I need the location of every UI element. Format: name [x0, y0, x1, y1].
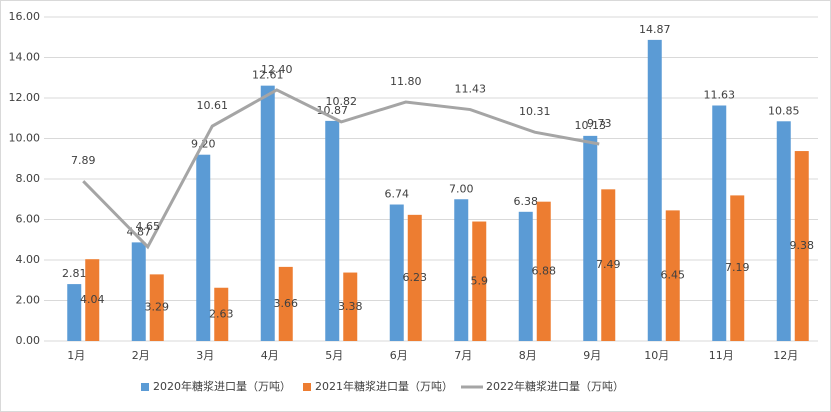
data-label: 11.43 [455, 83, 487, 96]
x-tick-label: 7月 [454, 349, 472, 362]
line [82, 88, 600, 250]
y-tick-label: 8.00 [16, 172, 41, 185]
bar [67, 284, 82, 341]
data-label: 6.45 [661, 269, 686, 282]
bar [85, 259, 100, 341]
x-tick-label: 8月 [519, 349, 537, 362]
bar [389, 204, 404, 341]
data-label: 4.87 [127, 225, 152, 238]
data-label: 4.65 [136, 220, 161, 233]
legend-label: 2022年糖浆进口量（万吨） [486, 379, 624, 393]
y-tick-label: 4.00 [16, 253, 41, 266]
bar [149, 274, 164, 341]
data-label: 12.40 [261, 63, 293, 76]
y-tick-label: 2.00 [16, 294, 41, 307]
x-tick-label: 5月 [325, 349, 343, 362]
data-label: 14.87 [639, 23, 671, 36]
y-tick-label: 6.00 [16, 213, 41, 226]
data-label: 12.61 [252, 69, 284, 82]
y-tick-label: 0.00 [16, 334, 41, 347]
x-tick-label: 12月 [773, 349, 798, 362]
data-label: 10.13 [575, 119, 607, 132]
x-tick-label: 9月 [583, 349, 601, 362]
bar [325, 120, 340, 341]
y-tick-label: 10.00 [9, 132, 41, 145]
bar [454, 199, 469, 341]
x-tick-label: 4月 [261, 349, 279, 362]
data-label: 7.89 [71, 154, 96, 167]
bar [601, 189, 616, 341]
legend-label: 2021年糖浆进口量（万吨） [315, 379, 453, 393]
x-tick-label: 6月 [390, 349, 408, 362]
data-label: 7.49 [596, 258, 621, 271]
data-label: 4.04 [80, 293, 105, 306]
data-label: 7.00 [449, 182, 474, 195]
x-tick-label: 10月 [644, 349, 669, 362]
legend-swatch [303, 383, 311, 391]
y-tick-label: 12.00 [9, 91, 41, 104]
bar [472, 221, 487, 341]
data-label: 2.81 [62, 267, 87, 280]
bar [343, 272, 358, 341]
legend-swatch [141, 383, 149, 391]
data-label: 2.63 [209, 307, 234, 320]
bar [583, 135, 598, 341]
data-label: 10.61 [197, 99, 229, 112]
y-tick-label: 16.00 [9, 10, 41, 23]
legend-label: 2020年糖浆进口量（万吨） [153, 379, 291, 393]
bar [776, 121, 791, 341]
bar [260, 85, 275, 342]
x-tick-label: 3月 [196, 349, 214, 362]
bar [730, 195, 745, 341]
bar [794, 151, 809, 341]
x-tick-label: 2月 [132, 349, 150, 362]
x-tick-label: 1月 [67, 349, 85, 362]
bar [407, 214, 422, 341]
data-label: 7.19 [725, 261, 750, 274]
data-label: 6.74 [385, 188, 410, 201]
bar [536, 201, 551, 341]
data-label: 3.29 [145, 301, 170, 314]
data-label: 6.38 [514, 195, 539, 208]
data-label: 10.82 [326, 95, 358, 108]
data-label: 3.66 [274, 297, 299, 310]
data-label: 10.85 [768, 104, 800, 117]
bar [214, 287, 229, 341]
x-tick-label: 11月 [709, 349, 734, 362]
y-tick-label: 14.00 [9, 51, 41, 64]
data-label: 3.38 [338, 300, 363, 313]
data-label: 9.73 [587, 117, 612, 130]
bar [131, 242, 146, 341]
data-label: 6.88 [532, 264, 557, 277]
data-label: 6.23 [403, 271, 428, 284]
data-label: 9.38 [790, 239, 815, 252]
bar [518, 211, 533, 341]
bar [278, 266, 293, 341]
data-label: 5.9 [471, 274, 489, 287]
bar [665, 210, 680, 341]
data-label: 11.63 [704, 88, 736, 101]
bar [712, 105, 727, 342]
data-label: 11.80 [390, 75, 422, 88]
data-label: 10.31 [519, 105, 551, 118]
bar [647, 39, 662, 341]
bar [196, 154, 211, 341]
